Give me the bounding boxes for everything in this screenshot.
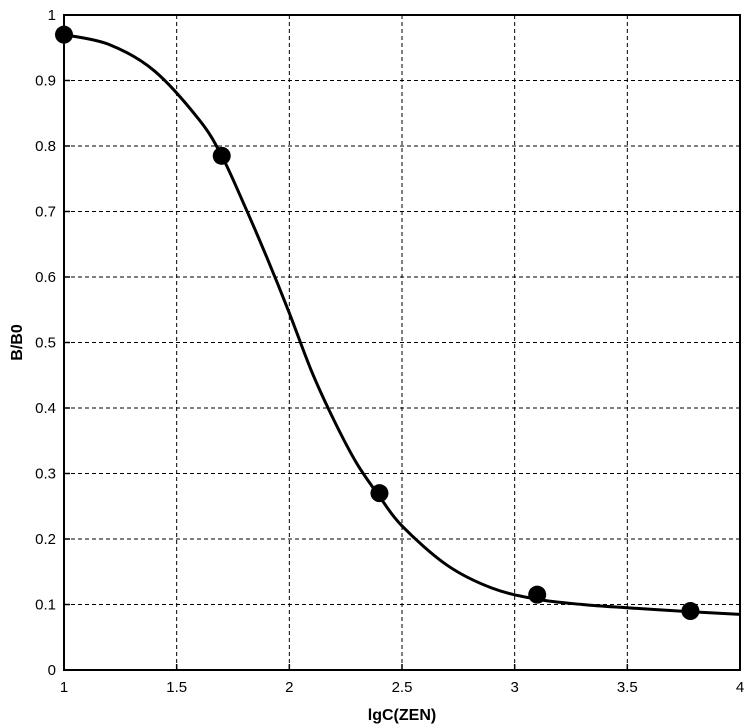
data-point bbox=[213, 147, 231, 165]
data-points bbox=[55, 26, 699, 620]
y-axis-label: B/B0 bbox=[9, 324, 26, 361]
y-tick-label: 0.6 bbox=[35, 269, 56, 286]
y-tick-label: 1 bbox=[48, 7, 56, 24]
y-tick-label: 0 bbox=[48, 662, 56, 679]
data-point bbox=[55, 26, 73, 44]
data-point bbox=[370, 484, 388, 502]
x-tick-label: 1 bbox=[60, 679, 68, 696]
y-tick-label: 0.7 bbox=[35, 204, 56, 221]
y-tick-label: 0.5 bbox=[35, 335, 56, 352]
grid bbox=[64, 15, 740, 670]
x-tick-label: 2.5 bbox=[392, 679, 413, 696]
x-tick-label: 3 bbox=[510, 679, 518, 696]
y-tick-label: 0.8 bbox=[35, 138, 56, 155]
y-tick-label: 0.3 bbox=[35, 466, 56, 483]
y-tick-label: 0.1 bbox=[35, 597, 56, 614]
y-tick-label: 0.2 bbox=[35, 531, 56, 548]
x-tick-label: 4 bbox=[736, 679, 744, 696]
data-point bbox=[681, 602, 699, 620]
x-tick-label: 2 bbox=[285, 679, 293, 696]
ticks: 1 1.5 2 2.5 3 3.5 4 0 0.1 0.2 0.3 0.4 0.5 0.6 0.7 0.8 0.… bbox=[35, 7, 744, 696]
y-tick-label: 0.4 bbox=[35, 400, 56, 417]
data-point bbox=[528, 586, 546, 604]
x-tick-label: 1.5 bbox=[166, 679, 187, 696]
x-axis-label: lgC(ZEN) bbox=[368, 707, 436, 724]
x-tick-label: 3.5 bbox=[617, 679, 638, 696]
y-tick-label: 0.9 bbox=[35, 73, 56, 90]
